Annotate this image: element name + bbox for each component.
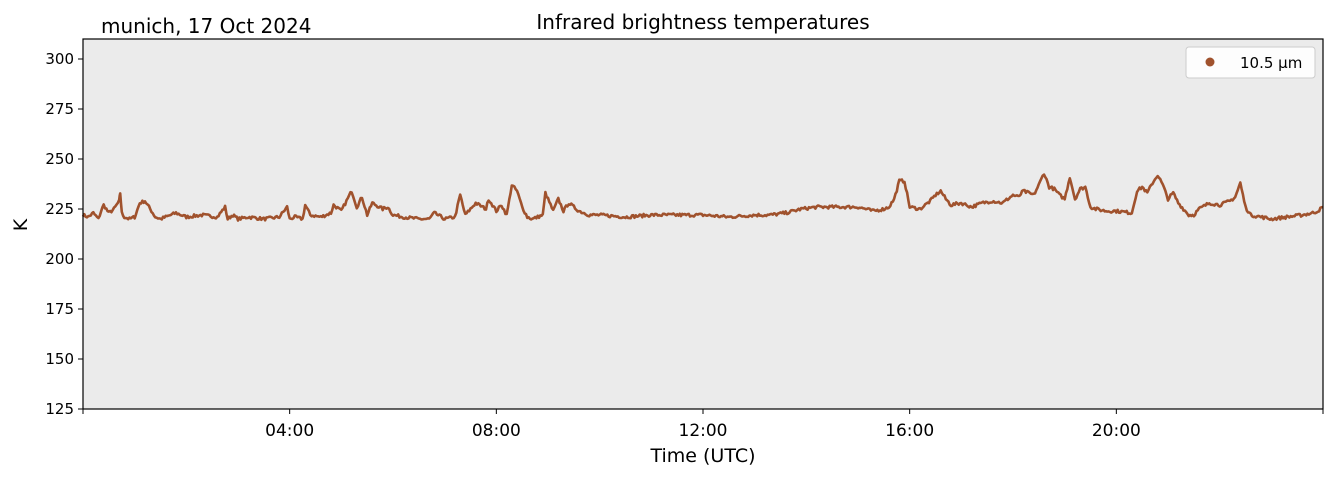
plot-area <box>83 39 1323 409</box>
y-tick-label: 125 <box>45 400 74 418</box>
y-tick-label: 150 <box>45 350 74 368</box>
y-axis-label: K <box>10 218 32 231</box>
x-tick-label: 08:00 <box>472 421 521 441</box>
chart-title: Infrared brightness temperatures <box>536 10 869 34</box>
y-tick-label: 200 <box>45 250 74 268</box>
x-tick-label: 12:00 <box>679 421 728 441</box>
chart-subtitle: munich, 17 Oct 2024 <box>101 14 311 38</box>
x-tick-label: 20:00 <box>1092 421 1141 441</box>
x-axis: 04:00 08:00 12:00 16:00 20:00 <box>82 409 1324 441</box>
y-axis: 125 150 175 200 225 250 275 300 <box>45 50 83 418</box>
y-tick-label: 300 <box>45 50 74 68</box>
x-axis-label: Time (UTC) <box>649 445 755 467</box>
y-tick-label: 225 <box>45 200 74 218</box>
y-tick-label: 275 <box>45 100 74 118</box>
y-tick-label: 250 <box>45 150 74 168</box>
legend-box <box>1185 46 1316 79</box>
x-tick-label: 04:00 <box>265 421 314 441</box>
y-tick-label: 175 <box>45 300 74 318</box>
legend-marker <box>1205 57 1215 67</box>
series-line-10-5um <box>81 173 1324 222</box>
legend: 10.5 µm <box>1185 46 1316 79</box>
legend-entry-label: 10.5 µm <box>1240 54 1302 72</box>
x-tick-label: 16:00 <box>885 421 934 441</box>
